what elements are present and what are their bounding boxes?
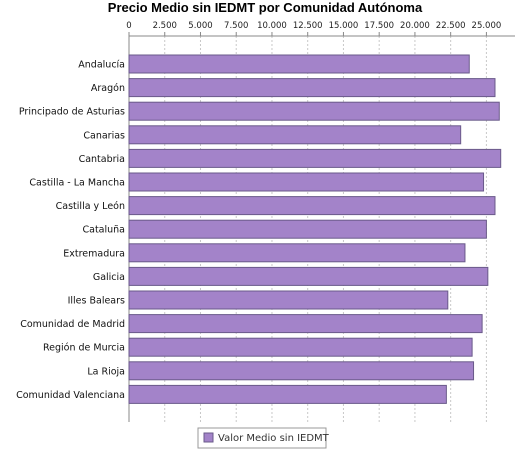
bar — [128, 125, 462, 145]
x-tick-label: 7.500 — [224, 21, 248, 31]
legend-swatch — [203, 432, 214, 443]
bar — [128, 337, 473, 357]
category-label: Extremadura — [63, 248, 125, 259]
x-tick-label: 15.000 — [329, 21, 359, 31]
category-label: Canarias — [83, 130, 125, 141]
category-label: Cataluña — [82, 225, 125, 236]
category-label: Comunidad de Madrid — [20, 319, 125, 330]
bar — [128, 361, 475, 381]
bar — [128, 172, 485, 192]
x-tick-label: 22.500 — [436, 21, 466, 31]
x-axis-ticks: 0 2.500 5.000 7.500 10.000 12.500 15.000 17.500… — [126, 21, 501, 36]
category-label: La Rioja — [87, 366, 125, 377]
category-label: Aragón — [91, 83, 125, 94]
category-label: Galicia — [93, 272, 125, 283]
legend-label: Valor Medio sin IEDMT — [218, 433, 330, 444]
bar — [128, 290, 449, 310]
bar — [128, 54, 470, 74]
bar — [128, 314, 483, 334]
x-tick-label: 2.500 — [153, 21, 177, 31]
bar — [128, 148, 502, 168]
category-label: Principado de Asturias — [19, 107, 125, 118]
bar — [128, 219, 487, 239]
bar — [128, 101, 500, 121]
category-label: Andalucía — [78, 60, 125, 71]
x-tick-label: 17.500 — [364, 21, 394, 31]
x-tick-label: 5.000 — [188, 21, 212, 31]
x-tick-label: 20.000 — [400, 21, 430, 31]
bar — [128, 243, 466, 263]
x-tick-label: 0 — [126, 21, 131, 31]
legend-frame — [197, 427, 327, 449]
x-tick-label: 10.000 — [257, 21, 287, 31]
category-labels: Andalucía Aragón Principado de Asturias Can… — [16, 60, 125, 401]
category-label: Cantabria — [79, 154, 125, 165]
bar — [128, 384, 447, 404]
x-tick-label: 12.500 — [293, 21, 323, 31]
chart-title: Precio Medio sin IEDMT por Comunidad Aut… — [108, 0, 423, 15]
category-label: Castilla - La Mancha — [29, 178, 125, 189]
bar — [128, 196, 496, 216]
bars — [128, 54, 502, 404]
category-label: Castilla y León — [56, 201, 125, 212]
legend: Valor Medio sin IEDMT — [197, 427, 330, 449]
bar — [128, 266, 489, 286]
category-label: Illes Balears — [68, 296, 125, 307]
category-label: Región de Murcia — [43, 343, 125, 354]
category-label: Comunidad Valenciana — [16, 390, 125, 401]
x-tick-label: 25.000 — [472, 21, 502, 31]
bar — [128, 78, 496, 98]
